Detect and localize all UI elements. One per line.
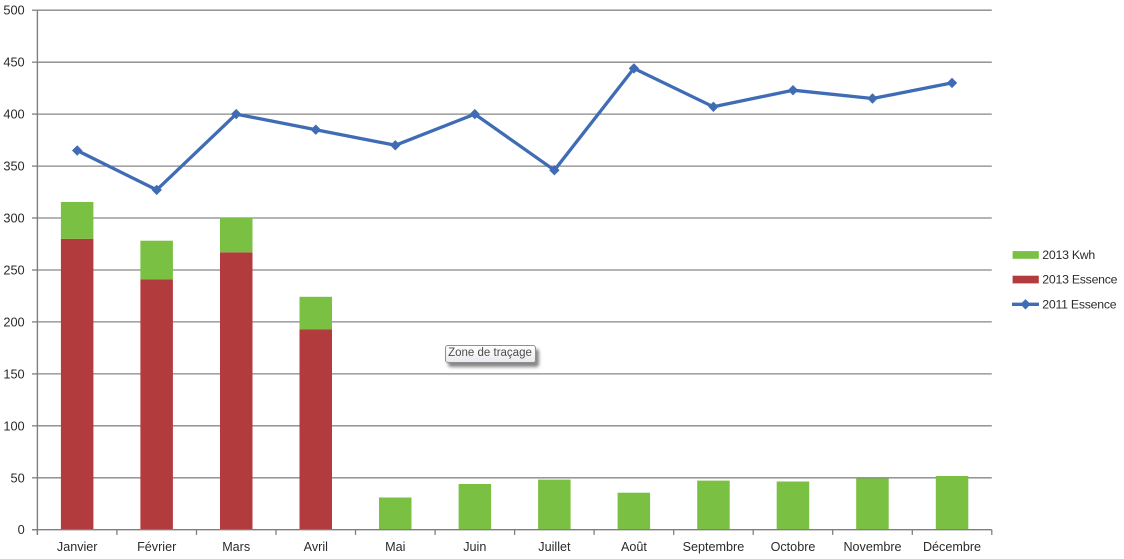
svg-text:2011 Essence: 2011 Essence [1042, 297, 1116, 311]
svg-text:0: 0 [18, 522, 25, 537]
svg-text:450: 450 [3, 55, 24, 70]
svg-text:200: 200 [3, 314, 24, 329]
svg-text:Février: Février [137, 540, 176, 554]
svg-text:Novembre: Novembre [843, 540, 901, 554]
svg-text:Juin: Juin [463, 540, 486, 554]
svg-text:50: 50 [10, 470, 24, 485]
svg-text:250: 250 [3, 263, 24, 278]
svg-text:Janvier: Janvier [57, 540, 98, 554]
svg-text:Avril: Avril [304, 540, 328, 554]
svg-text:100: 100 [3, 418, 24, 433]
svg-text:Juillet: Juillet [538, 540, 571, 554]
svg-text:350: 350 [3, 159, 24, 174]
svg-text:500: 500 [3, 3, 24, 18]
svg-text:2013 Kwh: 2013 Kwh [1042, 248, 1095, 262]
svg-text:Octobre: Octobre [771, 540, 816, 554]
svg-text:Septembre: Septembre [683, 540, 745, 554]
svg-text:Août: Août [621, 540, 647, 554]
svg-text:Mars: Mars [222, 540, 250, 554]
svg-text:150: 150 [3, 366, 24, 381]
svg-text:400: 400 [3, 107, 24, 122]
svg-text:Mai: Mai [385, 540, 405, 554]
svg-text:2013 Essence: 2013 Essence [1042, 273, 1117, 287]
svg-text:Décembre: Décembre [923, 540, 981, 554]
svg-text:300: 300 [3, 211, 24, 226]
